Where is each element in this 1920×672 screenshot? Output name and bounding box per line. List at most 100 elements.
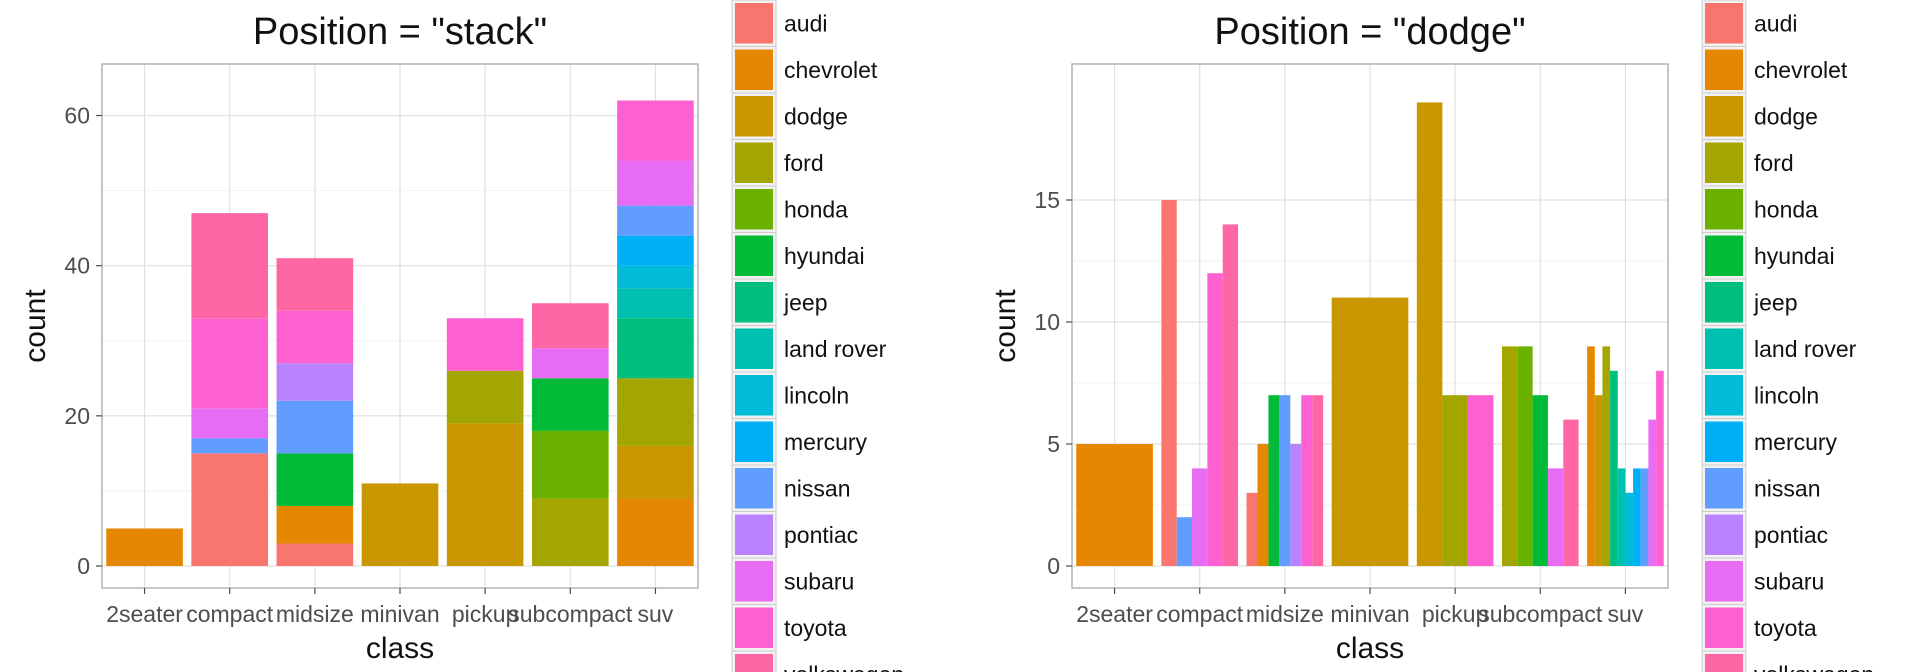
- ticks-layer: 0 5 10 15 2seater compact midsize minivan pickup…: [1034, 187, 1643, 627]
- stack-chart: Position = "stack" 0 20 40 60 2seater compact…: [19, 0, 904, 672]
- bar-segment: [617, 445, 694, 499]
- legend-swatch: [735, 96, 773, 137]
- legend-label: mercury: [1754, 429, 1838, 455]
- legend-swatch: [735, 189, 773, 230]
- bar: [1501, 346, 1518, 566]
- x-tick-label: minivan: [1330, 601, 1409, 627]
- stack-chart-panel: Position = "stack" 0 20 40 60 2seater compact…: [19, 0, 904, 672]
- bar-segment: [191, 318, 269, 409]
- bar-segment: [617, 160, 694, 206]
- bar-segment: [191, 408, 269, 439]
- legend-swatch: [735, 421, 773, 462]
- y-tick-label: 40: [64, 253, 90, 279]
- bar: [1222, 224, 1239, 566]
- dodge-chart-panel: Position = "dodge" 0 5 10 15 2seater compact m…: [970, 0, 1920, 672]
- bar: [1312, 395, 1324, 566]
- x-tick-label: 2seater: [106, 601, 183, 627]
- legend-label: lincoln: [1754, 382, 1819, 408]
- bar: [1610, 370, 1618, 566]
- legend-label: subaru: [784, 568, 854, 594]
- y-tick-label: 0: [1047, 553, 1060, 579]
- legend-label: toyota: [784, 615, 847, 641]
- x-tick-label: compact: [1156, 601, 1244, 627]
- bar-segment: [191, 453, 269, 566]
- legend-swatch: [1705, 654, 1743, 672]
- legend-label: ford: [784, 150, 824, 176]
- bar: [1648, 419, 1657, 566]
- bar-segment: [617, 205, 694, 236]
- legend-swatch: [735, 514, 773, 555]
- bar: [1640, 468, 1649, 566]
- bar-segment: [617, 265, 694, 289]
- bar: [1246, 492, 1258, 566]
- bar: [1633, 468, 1641, 566]
- bar-segment: [446, 370, 524, 424]
- legend: audi chevrolet dodge ford honda hyundai jeep la…: [731, 0, 904, 672]
- x-axis-title: class: [366, 632, 434, 665]
- bar-segment: [276, 363, 354, 401]
- bar-segment: [617, 378, 694, 446]
- legend-swatch: [735, 607, 773, 648]
- bar: [1279, 395, 1291, 566]
- x-tick-label: compact: [186, 601, 274, 627]
- bars-layer: [106, 100, 694, 566]
- x-axis-title: class: [1336, 632, 1404, 665]
- bars-layer: [1076, 102, 1664, 567]
- y-tick-label: 15: [1034, 187, 1060, 213]
- x-tick-label: subcompact: [1478, 601, 1603, 627]
- legend-label: pontiac: [784, 522, 858, 548]
- bar: [1290, 444, 1302, 566]
- bar: [1416, 102, 1443, 567]
- legend-label: chevrolet: [784, 57, 878, 83]
- bar: [1563, 419, 1579, 566]
- legend-swatch: [1705, 235, 1743, 276]
- legend-label: jeep: [783, 289, 827, 315]
- bar-segment: [617, 235, 694, 266]
- legend-swatch: [1705, 3, 1743, 44]
- legend-label: dodge: [784, 103, 848, 129]
- legend-label: hyundai: [1754, 243, 1835, 269]
- y-tick-label: 20: [64, 403, 90, 429]
- bar-segment: [276, 453, 354, 506]
- bar: [1192, 468, 1208, 566]
- bar-segment: [531, 498, 609, 566]
- legend-swatch: [1705, 282, 1743, 323]
- x-tick-label: pickup: [1422, 601, 1488, 627]
- legend-swatch: [735, 561, 773, 602]
- bar-segment: [617, 318, 694, 379]
- bar: [1587, 346, 1595, 566]
- y-tick-label: 60: [64, 103, 90, 129]
- y-tick-label: 0: [77, 553, 90, 579]
- bar-segment: [531, 378, 609, 431]
- bar: [1301, 395, 1313, 566]
- bar: [1517, 346, 1533, 566]
- legend-label: nissan: [1754, 475, 1820, 501]
- legend-label: audi: [784, 10, 827, 36]
- bar-segment: [531, 303, 609, 349]
- legend-swatch: [1705, 49, 1743, 90]
- bar-segment: [617, 498, 694, 566]
- bar-segment: [361, 483, 439, 566]
- bar: [1207, 273, 1223, 566]
- legend-swatch: [1705, 142, 1743, 183]
- legend-label: toyota: [1754, 615, 1817, 641]
- x-tick-label: subcompact: [508, 601, 633, 627]
- y-tick-label: 5: [1047, 431, 1060, 457]
- x-tick-label: minivan: [360, 601, 439, 627]
- bar-segment: [106, 528, 183, 566]
- legend-swatch: [1705, 561, 1743, 602]
- bar: [1331, 297, 1409, 566]
- legend-label: nissan: [784, 475, 850, 501]
- legend-label: land rover: [784, 336, 887, 362]
- y-tick-label: 10: [1034, 309, 1060, 335]
- bar: [1625, 492, 1634, 566]
- bar-segment: [276, 543, 354, 566]
- legend-swatch: [1705, 514, 1743, 555]
- legend-swatch: [735, 3, 773, 44]
- legend-label: audi: [1754, 10, 1797, 36]
- legend-label: volkswagen: [784, 661, 904, 672]
- bar-segment: [617, 288, 694, 319]
- x-tick-label: suv: [1608, 601, 1644, 627]
- legend-label: honda: [1754, 196, 1818, 222]
- x-tick-label: 2seater: [1076, 601, 1153, 627]
